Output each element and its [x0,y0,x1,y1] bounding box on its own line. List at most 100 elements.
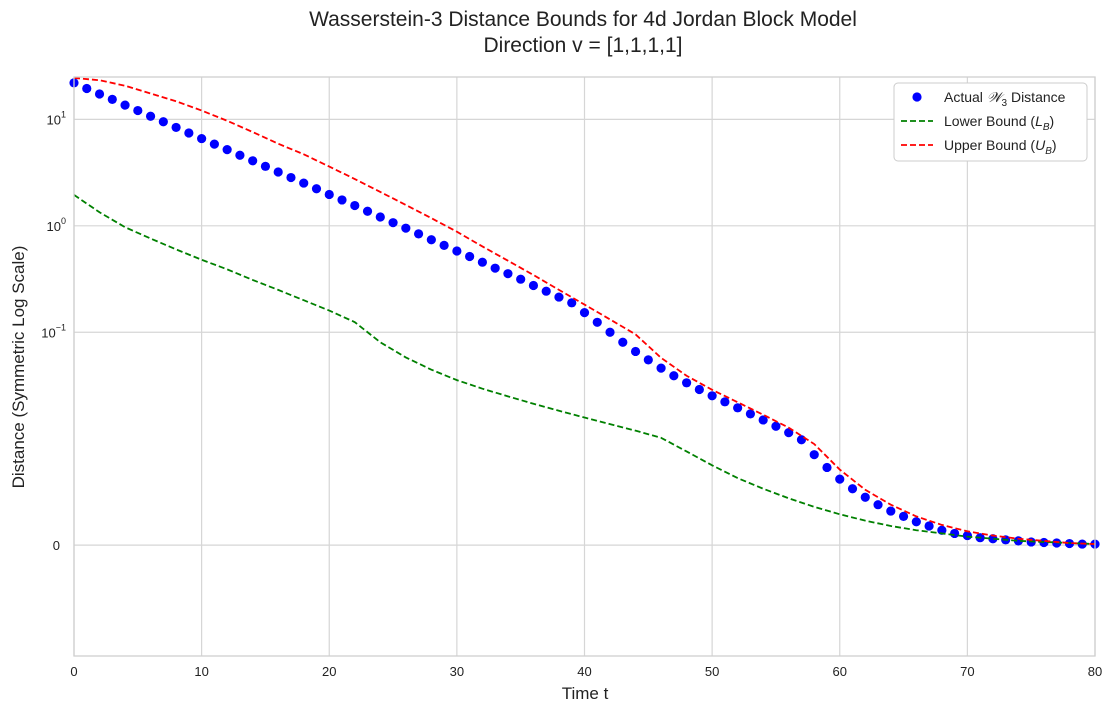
legend-marker-actual [912,92,922,102]
data-point-actual [337,195,347,205]
data-point-actual [860,492,870,502]
data-point-actual [630,346,641,357]
data-point-actual [758,415,768,425]
data-point-actual [669,371,679,381]
legend: Actual 𝒲3 Distance Lower Bound (LB) Uppe… [893,82,1088,162]
data-point-actual [911,517,921,527]
data-point-actual [133,105,143,116]
legend-label-actual: Actual 𝒲3 Distance [944,89,1066,109]
data-point-actual [784,428,794,438]
y-tick-label: 0 [53,538,60,553]
data-point-actual [260,161,271,171]
data-point-actual [924,521,934,531]
data-point-actual [720,397,730,407]
legend-label-upper: Upper Bound (UB) [944,137,1057,157]
data-point-actual [643,355,653,365]
data-point-actual [388,218,398,228]
x-tick-label: 60 [833,664,847,679]
x-tick-label: 0 [70,664,77,679]
data-point-actual [579,307,590,318]
plot-series [69,77,1100,549]
data-point-actual [682,378,692,388]
data-point-actual [426,235,436,245]
x-tick-label: 30 [450,664,464,679]
data-point-actual [452,246,462,256]
data-point-actual [503,269,513,279]
x-tick-label: 80 [1088,664,1102,679]
x-tick-label: 40 [577,664,591,679]
data-point-actual [362,206,373,216]
x-tick-label: 70 [960,664,974,679]
data-point-actual [209,139,219,149]
data-point-actual [516,274,526,284]
data-point-actual [694,384,704,395]
series-actual-markers [69,78,1100,549]
data-point-actual [107,94,117,104]
data-point-actual [311,184,322,194]
data-point-actual [375,212,385,222]
data-point-actual [605,327,615,337]
data-point-actual [235,150,245,160]
data-point-actual [847,484,858,494]
data-point-actual [222,144,232,155]
plot-frame [73,76,1096,657]
series-lower-bound-line [73,194,1096,545]
legend-label-lower: Lower Bound (LB) [944,113,1054,133]
data-point-actual [835,474,845,484]
data-point-actual [937,525,947,535]
x-axis-label: Time t [562,684,609,703]
x-tick-label: 10 [194,664,208,679]
data-point-actual [809,450,819,460]
data-point-actual [528,280,539,291]
data-point-actual [796,435,807,445]
y-tick-label: 101 [47,109,66,127]
data-point-actual [248,156,258,166]
x-tick-label: 20 [322,664,336,679]
legend-box [893,82,1088,162]
tick-labels: 0 10 20 30 40 50 60 70 80 0 10−1 100 101 [41,109,1102,679]
data-point-actual [286,172,296,183]
series-upper-bound-line [73,77,1096,545]
data-point-actual [898,511,909,522]
chart-subtitle: Direction v = [1,1,1,1] [483,34,682,57]
grid [73,77,1096,656]
data-point-actual [822,462,832,473]
y-tick-label: 10−1 [41,322,66,340]
data-point-actual [950,528,960,539]
y-tick-label: 100 [47,216,66,234]
data-point-actual [350,200,360,211]
data-point-actual [197,133,207,144]
data-point-actual [707,391,717,401]
data-point-actual [490,263,500,273]
data-point-actual [477,257,487,267]
data-point-actual [94,89,105,99]
data-point-actual [413,229,424,239]
data-point-actual [962,530,972,541]
data-point-actual [618,337,628,347]
data-point-actual [401,223,411,233]
data-point-actual [592,317,602,327]
data-point-actual [158,117,168,127]
data-point-actual [439,240,449,250]
data-point-actual [771,421,781,431]
data-point-actual [145,111,156,121]
data-point-actual [171,122,181,133]
data-point-actual [273,167,283,177]
data-point-actual [465,251,475,262]
data-point-actual [567,298,577,308]
x-tick-label: 50 [705,664,719,679]
chart-title: Wasserstein-3 Distance Bounds for 4d Jor… [309,8,857,31]
data-point-actual [873,500,883,510]
data-point-actual [733,403,743,413]
data-point-actual [541,286,551,296]
data-point-actual [184,128,194,138]
data-point-actual [886,506,896,516]
data-point-actual [120,100,130,110]
data-point-actual [324,189,334,200]
data-point-actual [745,409,756,419]
data-point-actual [299,178,309,188]
y-axis-label: Distance (Symmetric Log Scale) [9,246,28,489]
data-point-actual [656,363,666,373]
data-point-actual [82,83,92,94]
